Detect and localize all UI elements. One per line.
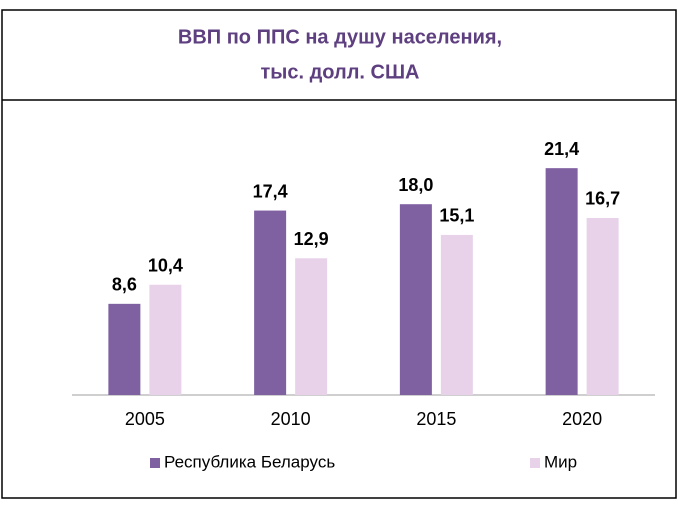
bar	[108, 303, 141, 395]
data-label: 17,4	[253, 181, 288, 201]
bar	[545, 168, 578, 395]
data-label: 16,7	[585, 189, 620, 209]
data-label: 12,9	[294, 229, 329, 249]
data-label: 15,1	[439, 206, 474, 226]
bar	[399, 204, 432, 395]
chart-title: тыс. долл. США	[260, 61, 419, 83]
x-tick-label: 2010	[271, 409, 311, 429]
legend-label: Республика Беларусь	[164, 452, 335, 471]
bar	[440, 234, 473, 395]
chart-title: ВВП по ППС на душу населения,	[178, 26, 502, 48]
bar	[254, 210, 287, 395]
x-tick-label: 2020	[562, 409, 602, 429]
data-label: 18,0	[398, 175, 433, 195]
legend-swatch	[530, 458, 540, 468]
bar	[295, 258, 328, 395]
legend-label: Мир	[544, 452, 577, 471]
x-tick-label: 2015	[416, 409, 456, 429]
bar	[586, 217, 619, 395]
legend-swatch	[150, 458, 160, 468]
bar	[149, 284, 182, 395]
data-label: 10,4	[148, 256, 183, 276]
data-label: 21,4	[544, 139, 579, 159]
x-tick-label: 2005	[125, 409, 165, 429]
data-label: 8,6	[112, 275, 137, 295]
